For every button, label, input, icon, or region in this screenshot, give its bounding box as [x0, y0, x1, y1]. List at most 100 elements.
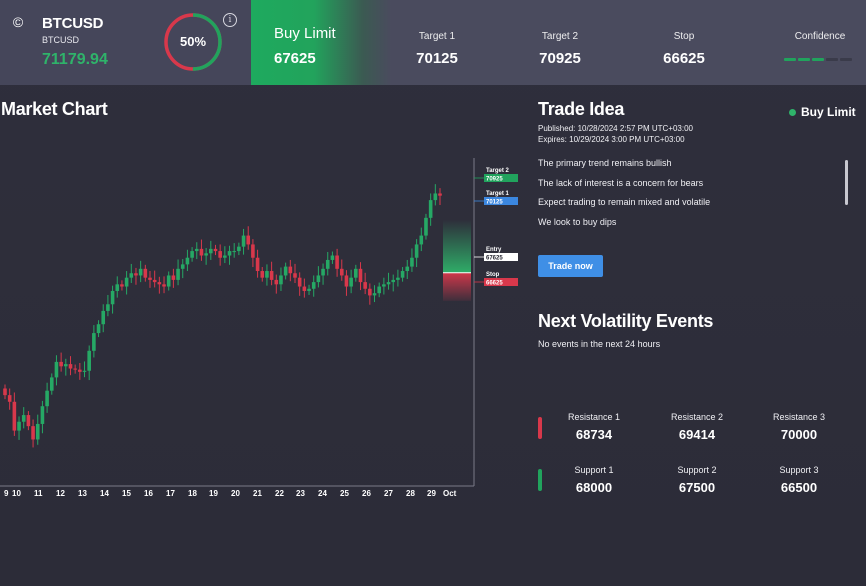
candle [45, 390, 49, 407]
candle [12, 401, 17, 431]
marker-value-box [484, 174, 518, 182]
candle [325, 259, 330, 269]
candle [26, 415, 31, 427]
confidence-dash [840, 58, 852, 61]
candle [368, 288, 372, 296]
candle [391, 279, 396, 283]
candle [190, 251, 194, 258]
candle [396, 277, 400, 280]
support-bar [538, 469, 542, 491]
support-1-label: Support 1 [574, 465, 614, 475]
candle [405, 266, 410, 272]
x-tick-label: 15 [122, 489, 131, 498]
trade-now-button[interactable]: Trade now [538, 255, 603, 277]
candle [428, 200, 433, 218]
support-3-value: 66500 [780, 480, 818, 495]
x-tick-label: 29 [427, 489, 436, 498]
candle [297, 277, 302, 287]
target-1-value: 70125 [416, 50, 458, 67]
resistance-2-label: Resistance 2 [670, 412, 724, 422]
idea-line-3: Expect trading to remain mixed and volat… [538, 197, 711, 207]
candle [35, 423, 40, 440]
x-tick-label: 12 [56, 489, 65, 498]
support-2-value: 67500 [678, 480, 716, 495]
volatility-text: No events in the next 24 hours [538, 339, 661, 349]
confidence-dash [826, 58, 838, 61]
resistance-1: Resistance 1 68734 [544, 412, 644, 442]
copyright-icon: © [12, 14, 24, 30]
target-1-label: Target 1 [418, 31, 456, 42]
candle [176, 268, 180, 280]
candle [274, 279, 279, 285]
market-chart[interactable]: 9 10 11 12 13 14 15 16 17 18 19 20 21 22 23 24 25 26 27 28 2… [0, 150, 530, 510]
resistance-3-value: 70000 [780, 427, 818, 442]
signal-label: Buy Limit [274, 25, 336, 42]
resistance-2-value: 69414 [678, 427, 716, 442]
candle [96, 324, 101, 334]
x-tick-label: 13 [78, 489, 87, 498]
candle [255, 257, 260, 272]
candle [134, 273, 138, 276]
x-tick-label: 24 [318, 489, 327, 498]
x-tick-label: 11 [34, 489, 43, 498]
candle [157, 282, 162, 285]
profit-zone [443, 219, 471, 273]
x-tick-label: 17 [166, 489, 175, 498]
marker-label: Target 1 [486, 191, 510, 197]
candle [321, 268, 325, 276]
candle [382, 284, 386, 287]
idea-scrollbar[interactable] [845, 160, 848, 205]
candle [302, 286, 307, 291]
candle [279, 275, 283, 285]
candle [7, 395, 12, 402]
target-2-label: Target 2 [541, 31, 579, 42]
x-tick-label: 21 [253, 489, 262, 498]
candle [438, 193, 442, 196]
expires-time: Expires: 10/29/2024 3:00 PM UTC+03:00 [538, 135, 685, 144]
idea-line-1: The primary trend remains bullish [538, 158, 672, 168]
info-icon[interactable]: i [223, 13, 237, 27]
candle [166, 275, 171, 287]
candle [349, 277, 353, 287]
candle [269, 271, 274, 280]
confidence-dash [784, 58, 796, 61]
candle [265, 271, 269, 278]
candle [316, 275, 321, 283]
candle [199, 248, 204, 256]
x-tick-label: 14 [100, 489, 109, 498]
support-1-value: 68000 [575, 480, 613, 495]
candle [87, 350, 91, 371]
candle [386, 282, 391, 285]
volatility-title: Next Volatility Events [538, 311, 714, 331]
candle [232, 251, 236, 253]
x-tick-label: 27 [384, 489, 393, 498]
chart-title: Market Chart [1, 99, 108, 119]
support-2-label: Support 2 [677, 465, 717, 475]
candle [3, 388, 7, 396]
resistance-3: Resistance 3 70000 [749, 412, 849, 442]
candle [73, 368, 77, 370]
support-1: Support 1 68000 [544, 465, 644, 495]
x-tick-label: 28 [406, 489, 415, 498]
candle [68, 364, 73, 369]
signal-value: 67625 [274, 50, 316, 67]
candle [358, 268, 363, 283]
confidence-column: Confidence [770, 0, 866, 85]
candle [162, 284, 166, 287]
candle [424, 217, 428, 236]
candle [143, 268, 148, 278]
candle [171, 275, 176, 280]
candle [64, 364, 68, 367]
candle [17, 421, 21, 431]
candle [414, 244, 419, 258]
marker-label: Target 2 [486, 168, 510, 174]
stop-column: Stop 66625 [634, 0, 734, 85]
candle [110, 290, 115, 305]
candle [241, 235, 246, 247]
gauge-value: 50% [179, 34, 207, 49]
candle [410, 257, 414, 267]
candle [307, 288, 311, 291]
resistance-1-label: Resistance 1 [567, 412, 621, 422]
candle [82, 370, 87, 372]
header-bar: © BTCUSD BTCUSD 71179.94 50% i Buy Limit… [0, 0, 866, 85]
